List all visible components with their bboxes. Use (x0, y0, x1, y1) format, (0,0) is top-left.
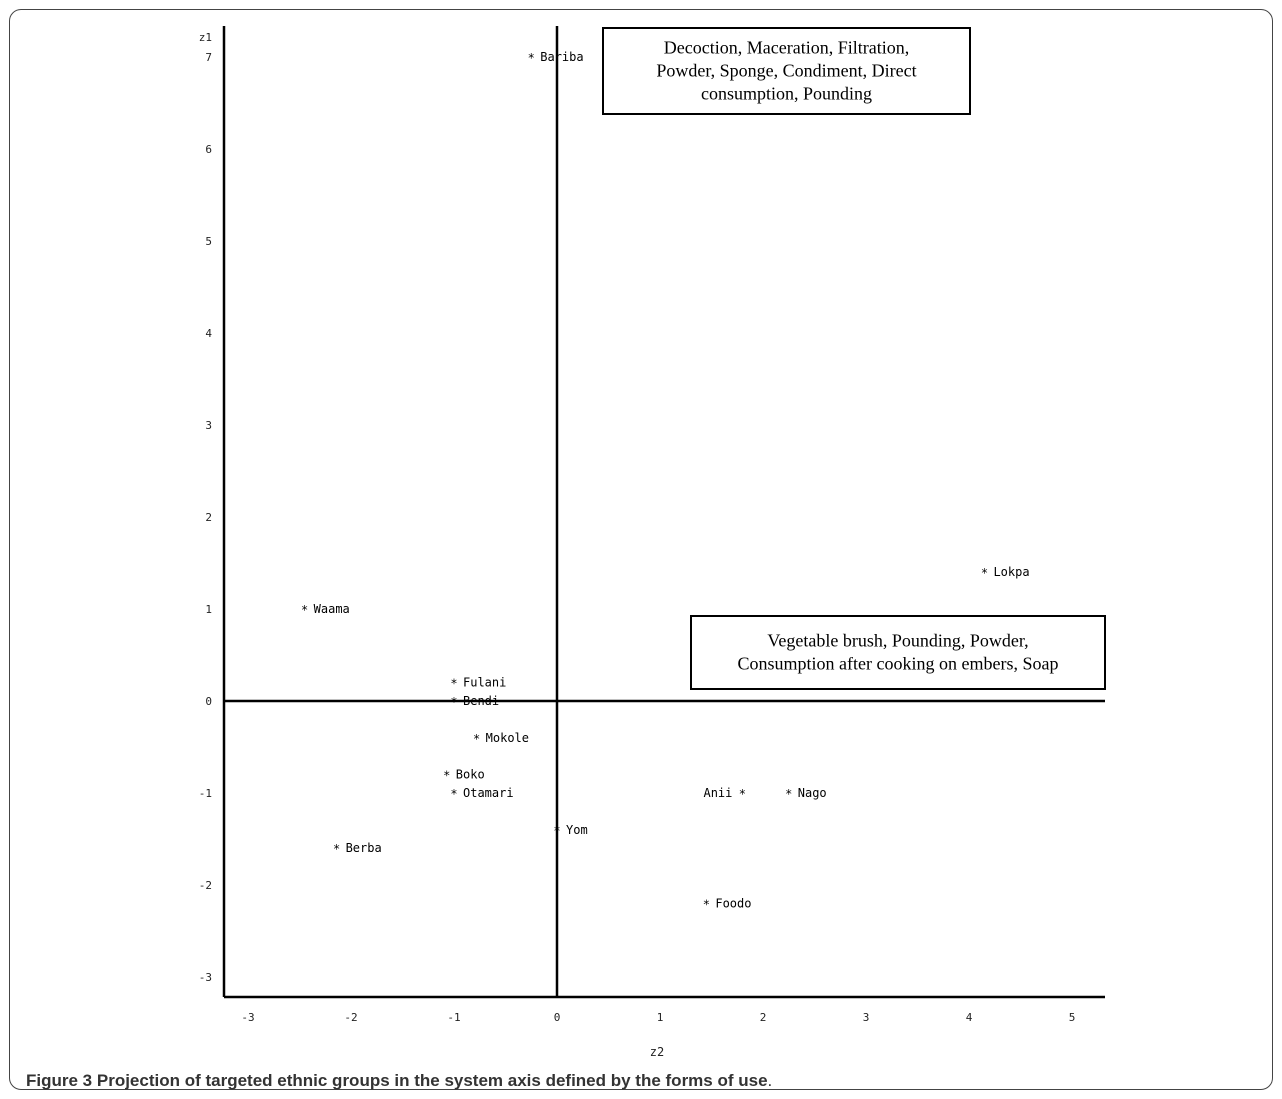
y-tick-label: 1 (205, 603, 212, 616)
data-point: * Otamari (450, 786, 513, 801)
y-tick-label: 4 (205, 327, 212, 340)
point-label: Boko (456, 768, 485, 782)
point-label: Waama (314, 602, 350, 616)
x-tick-label: -2 (344, 1011, 357, 1024)
x-tick-label: -1 (447, 1011, 460, 1024)
data-point: * Foodo (703, 896, 752, 911)
point-label: Bendi (463, 694, 499, 708)
point-marker: * (473, 732, 480, 746)
y-tick-label: 6 (205, 143, 212, 156)
annotation-line: Consumption after cooking on embers, Soa… (738, 654, 1059, 674)
data-point: * Waama (301, 602, 350, 617)
x-axis-label: z2 (650, 1045, 664, 1059)
y-tick-label: -1 (199, 787, 212, 800)
x-tick-labels: -3 -2 -1 0 1 2 3 4 5 (241, 1011, 1075, 1024)
annotations: Decoction, Maceration, Filtration, Powder… (602, 27, 1106, 690)
x-tick-label: 1 (657, 1011, 664, 1024)
data-point: * Anii (703, 786, 746, 801)
annotation-line: Vegetable brush, Pounding, Powder, (767, 631, 1028, 651)
x-tick-label: 0 (554, 1011, 561, 1024)
point-marker: * (443, 769, 450, 783)
point-marker: * (450, 695, 457, 709)
y-tick-label: -2 (199, 879, 212, 892)
point-label: Mokole (486, 731, 529, 745)
x-tick-label: -3 (241, 1011, 254, 1024)
annotation-line: Decoction, Maceration, Filtration, (664, 38, 909, 58)
point-label: Foodo (715, 896, 751, 910)
annotation-border (690, 615, 1106, 690)
point-marker: * (301, 603, 308, 617)
point-label: Bariba (540, 50, 583, 64)
point-marker: * (703, 897, 710, 911)
annotation-border (602, 27, 971, 115)
point-label: Nago (798, 786, 827, 800)
y-tick-label: 2 (205, 511, 212, 524)
y-tick-label: 5 (205, 235, 212, 248)
scatter-chart: -3 -2 -1 0 1 2 3 4 5 7 6 5 4 3 2 1 0 -1 -2 -3 * Bariba * Lokp… (199, 26, 1106, 1059)
data-point: * Bendi (450, 694, 499, 709)
x-tick-label: 3 (863, 1011, 870, 1024)
point-label: Fulani (463, 676, 506, 690)
point-marker: * (450, 677, 457, 691)
data-point: * Yom (553, 823, 587, 838)
data-point: * Boko (443, 768, 485, 783)
data-point: * Mokole (473, 731, 529, 746)
annotation-box: Vegetable brush, Pounding, Powder, Consum… (690, 615, 1106, 690)
axes (222, 26, 1105, 999)
data-point: * Bariba (528, 50, 584, 65)
point-label: Yom (566, 823, 588, 837)
annotation-box: Decoction, Maceration, Filtration, Powder… (602, 27, 971, 115)
caption-end: . (767, 1071, 773, 1090)
caption-text: Projection of targeted ethnic groups in … (96, 1071, 768, 1090)
x-tick-label: 4 (966, 1011, 973, 1024)
figure-frame (9, 9, 1273, 1090)
point-label: Berba (346, 841, 382, 855)
point-marker: * (333, 842, 340, 856)
annotation-line: Powder, Sponge, Condiment, Direct (656, 61, 916, 81)
y-tick-label: -3 (199, 971, 212, 984)
y-tick-label: 7 (205, 51, 212, 64)
y-axis-label: z1 (199, 31, 212, 44)
y-tick-label: 0 (205, 695, 212, 708)
x-tick-label: 2 (760, 1011, 767, 1024)
point-marker: * (528, 51, 535, 65)
y-tick-labels: 7 6 5 4 3 2 1 0 -1 -2 -3 (199, 51, 213, 984)
caption-label: Figure 3 (26, 1071, 93, 1090)
point-marker: * (739, 787, 746, 801)
data-point: * Nago (785, 786, 827, 801)
x-tick-label: 5 (1069, 1011, 1076, 1024)
annotation-line: consumption, Pounding (701, 84, 872, 104)
point-marker: * (981, 566, 988, 580)
point-marker: * (785, 787, 792, 801)
point-marker: * (553, 824, 560, 838)
data-point: * Fulani (450, 676, 506, 691)
data-point: * Berba (333, 841, 382, 856)
point-label: Lokpa (993, 565, 1029, 579)
point-label: Otamari (463, 786, 514, 800)
data-points: * Bariba* Lokpa* Waama* Fulani* Bendi* Mokole*… (301, 50, 1030, 911)
y-tick-label: 3 (205, 419, 212, 432)
point-marker: * (450, 787, 457, 801)
point-label: Anii (703, 786, 732, 800)
figure-caption: Figure 3 Projection of targeted ethnic g… (26, 1071, 1256, 1091)
data-point: * Lokpa (981, 565, 1030, 580)
